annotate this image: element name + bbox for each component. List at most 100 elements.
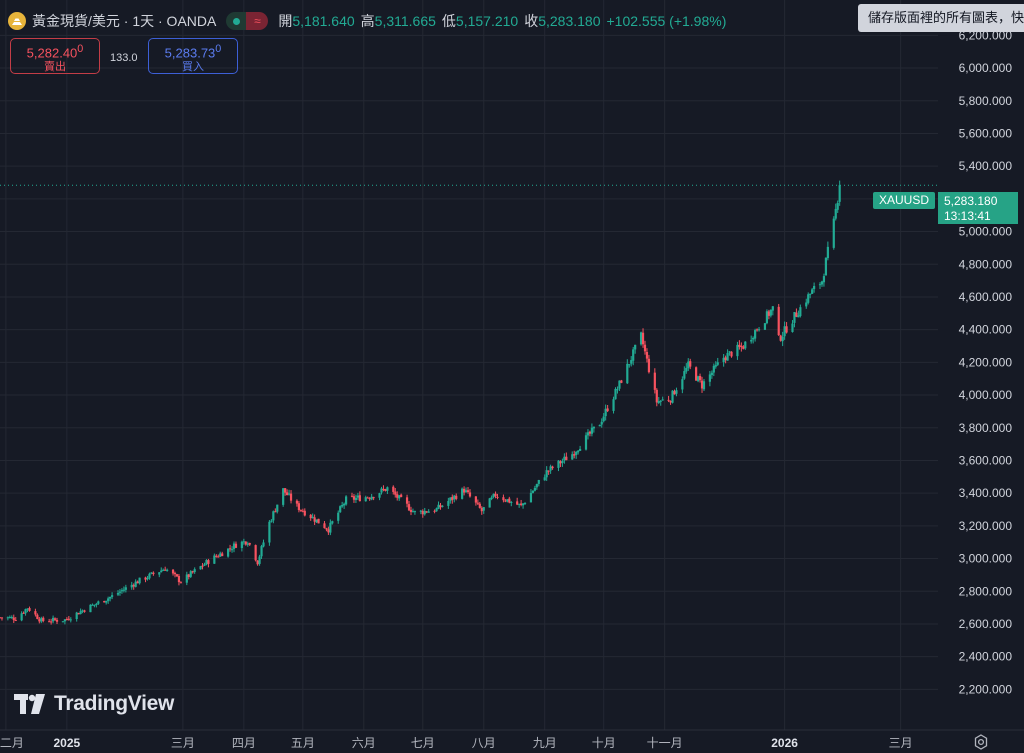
candle-body <box>77 613 80 615</box>
close-label: 收 <box>524 13 539 29</box>
candle-body <box>118 591 122 593</box>
candle-body <box>781 336 784 342</box>
y-tick-label: 4,200.000 <box>959 355 1013 369</box>
candle-body <box>502 497 505 501</box>
candle-body <box>89 604 92 613</box>
candle-body <box>327 529 330 533</box>
candle-body <box>246 543 249 545</box>
candle-body <box>150 572 153 574</box>
candle-body <box>173 572 177 575</box>
candle-body <box>453 495 456 500</box>
candle-body <box>618 380 621 389</box>
tradingview-logo[interactable]: TradingView <box>14 692 174 716</box>
candle-body <box>826 246 829 259</box>
sell-button[interactable]: 5,282.400 賣出 <box>10 38 100 74</box>
candle-body <box>423 510 426 515</box>
y-tick-label: 4,800.000 <box>959 257 1013 271</box>
candle-body <box>807 294 810 303</box>
candle-body <box>79 611 82 614</box>
candle-body <box>639 332 643 345</box>
gold-symbol-icon[interactable] <box>8 12 26 30</box>
candle-body <box>777 306 780 336</box>
buy-button[interactable]: 5,283.730 買入 <box>148 38 238 74</box>
candle-body <box>584 435 588 450</box>
candle-body <box>378 493 381 498</box>
symbol-title[interactable]: 黃金現貨/美元 · 1天 · OANDA <box>32 13 217 29</box>
candle-body <box>26 608 29 610</box>
market-status-pill[interactable]: ≈ <box>226 12 269 30</box>
candle-body <box>286 492 289 496</box>
candle-body <box>754 330 757 339</box>
candle-body <box>48 621 51 623</box>
candle-body <box>36 614 39 620</box>
candle-body <box>441 505 444 507</box>
sell-label: 賣出 <box>44 61 66 74</box>
candle-body <box>508 498 511 503</box>
candle-body <box>272 511 275 521</box>
candle-body <box>384 489 387 492</box>
candle-body <box>398 495 401 499</box>
candle-body <box>413 511 417 513</box>
candle-body <box>551 466 554 469</box>
x-tick-label: 六月 <box>352 736 376 750</box>
candle-body <box>795 312 798 317</box>
candle-body <box>506 499 509 502</box>
candle-body <box>191 571 194 573</box>
candle-body <box>248 543 251 545</box>
candle-body <box>545 470 548 478</box>
candle-body <box>8 617 11 619</box>
candle-body <box>820 281 824 285</box>
candle-body <box>215 555 218 557</box>
candle-body <box>93 604 96 606</box>
candle-body <box>122 589 125 591</box>
candle-body <box>331 521 334 524</box>
candle-body <box>702 381 706 390</box>
candle-body <box>435 508 438 512</box>
candle-body <box>834 208 837 219</box>
candle-body <box>50 621 53 623</box>
candle-body <box>535 484 538 488</box>
candle-body <box>488 498 491 508</box>
chart-settings-button[interactable] <box>972 733 990 751</box>
candle-body <box>199 566 202 570</box>
candle-body <box>116 593 120 595</box>
candle-body <box>687 361 690 369</box>
candle-body <box>427 511 430 513</box>
candle-body <box>297 503 301 511</box>
y-tick-label: 4,000.000 <box>959 388 1013 402</box>
candle-body <box>323 523 326 529</box>
price-axis[interactable]: 2,200.000 2,400.000 2,600.000 2,800.000 3,00… <box>938 0 1024 753</box>
time-axis[interactable]: 十二月 2025 三月 四月 五月 六月 七月 八月 九月 十月 十一月 2026 三月 <box>0 729 1024 750</box>
candle-body <box>97 601 100 604</box>
candle-body <box>689 361 692 367</box>
candle-body <box>120 590 124 592</box>
price-change: +102.555 (+1.98%) <box>606 13 727 29</box>
candle-body <box>107 598 110 601</box>
candle-body <box>301 510 304 512</box>
candle-body <box>317 518 320 524</box>
candle-body <box>451 496 454 500</box>
candle-body <box>221 553 224 557</box>
candle-body <box>205 559 208 565</box>
candle-body <box>315 519 318 523</box>
candle-body <box>53 618 57 620</box>
x-tick-label: 2025 <box>54 736 81 750</box>
candle-body <box>22 612 25 614</box>
candle-body <box>461 488 464 499</box>
candle-body <box>0 617 2 619</box>
y-tick-label: 3,000.000 <box>959 552 1013 566</box>
candle-body <box>813 285 816 290</box>
candle-body <box>604 408 607 417</box>
candle-body <box>185 574 188 583</box>
x-tick-label: 九月 <box>533 736 557 750</box>
candle-body <box>832 218 835 248</box>
candle-body <box>105 600 108 603</box>
y-tick-label: 5,400.000 <box>959 159 1013 173</box>
candle-body <box>313 517 316 522</box>
candle-body <box>244 541 247 545</box>
candle-body <box>437 504 440 509</box>
candle-body <box>606 408 609 412</box>
candle-body <box>634 344 637 350</box>
candle-body <box>809 293 812 295</box>
